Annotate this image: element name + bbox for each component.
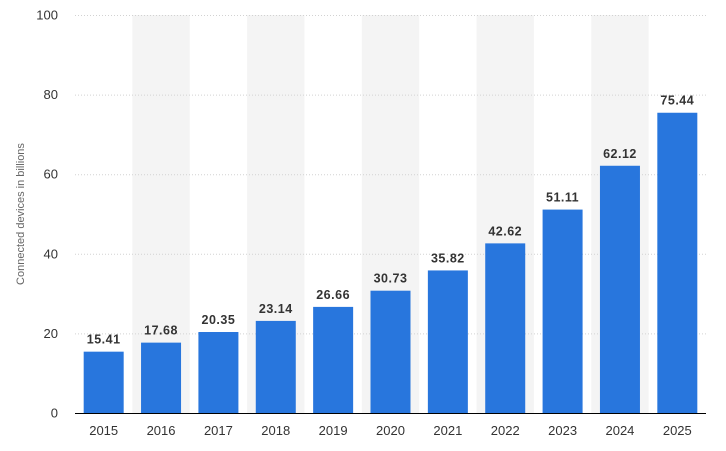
value-labels: 15.41 17.68 20.35 23.14 26.66 30.73 35.82 42.62…	[87, 94, 694, 347]
y-tick-label: 40	[44, 246, 58, 261]
value-label-2016: 17.68	[144, 324, 178, 338]
y-tick-label: 100	[36, 8, 58, 23]
bar-2016[interactable]	[141, 342, 182, 413]
x-tick-label-2024: 2024	[605, 423, 634, 438]
y-tick-label: 80	[44, 87, 58, 102]
bar-2015[interactable]	[83, 351, 124, 413]
value-label-2025: 75.44	[660, 94, 694, 108]
x-tick-label-2025: 2025	[663, 423, 692, 438]
value-label-2018: 23.14	[259, 302, 293, 316]
x-tick-label-2018: 2018	[261, 423, 290, 438]
bar-2024[interactable]	[599, 165, 640, 413]
x-tick-label-2017: 2017	[204, 423, 233, 438]
value-label-2019: 26.66	[316, 288, 350, 302]
value-label-2015: 15.41	[87, 333, 121, 347]
x-tick-label-2021: 2021	[433, 423, 462, 438]
y-axis-title: Connected devices in billions	[15, 143, 27, 285]
x-tick-label-2016: 2016	[147, 423, 176, 438]
bar-2019[interactable]	[313, 306, 354, 413]
x-tick-label-2015: 2015	[89, 423, 118, 438]
bar-2020[interactable]	[370, 290, 411, 413]
bar-2017[interactable]	[198, 332, 239, 413]
value-label-2022: 42.62	[488, 224, 522, 238]
value-label-2023: 51.11	[546, 191, 579, 205]
bar-2023[interactable]	[542, 209, 583, 413]
bar-2022[interactable]	[485, 243, 526, 413]
value-label-2024: 62.12	[603, 147, 637, 161]
bar-2021[interactable]	[427, 270, 468, 413]
value-label-2017: 20.35	[202, 313, 236, 327]
y-tick-label: 0	[51, 406, 58, 421]
bar-2018[interactable]	[255, 320, 296, 413]
bars	[83, 112, 698, 413]
x-tick-label-2022: 2022	[491, 423, 520, 438]
x-tick-labels: 2015 2016 2017 2018 2019 2020 2021 2022 2023 2024…	[89, 423, 692, 438]
bar-2025[interactable]	[657, 112, 698, 413]
y-tick-labels: 0 20 40 60 80 100	[36, 8, 58, 421]
value-label-2021: 35.82	[431, 251, 465, 265]
x-tick-label-2019: 2019	[319, 423, 348, 438]
y-tick-label: 60	[44, 167, 58, 182]
value-label-2020: 30.73	[374, 272, 408, 286]
x-tick-label-2020: 2020	[376, 423, 405, 438]
y-tick-label: 20	[44, 326, 58, 341]
x-tick-label-2023: 2023	[548, 423, 577, 438]
